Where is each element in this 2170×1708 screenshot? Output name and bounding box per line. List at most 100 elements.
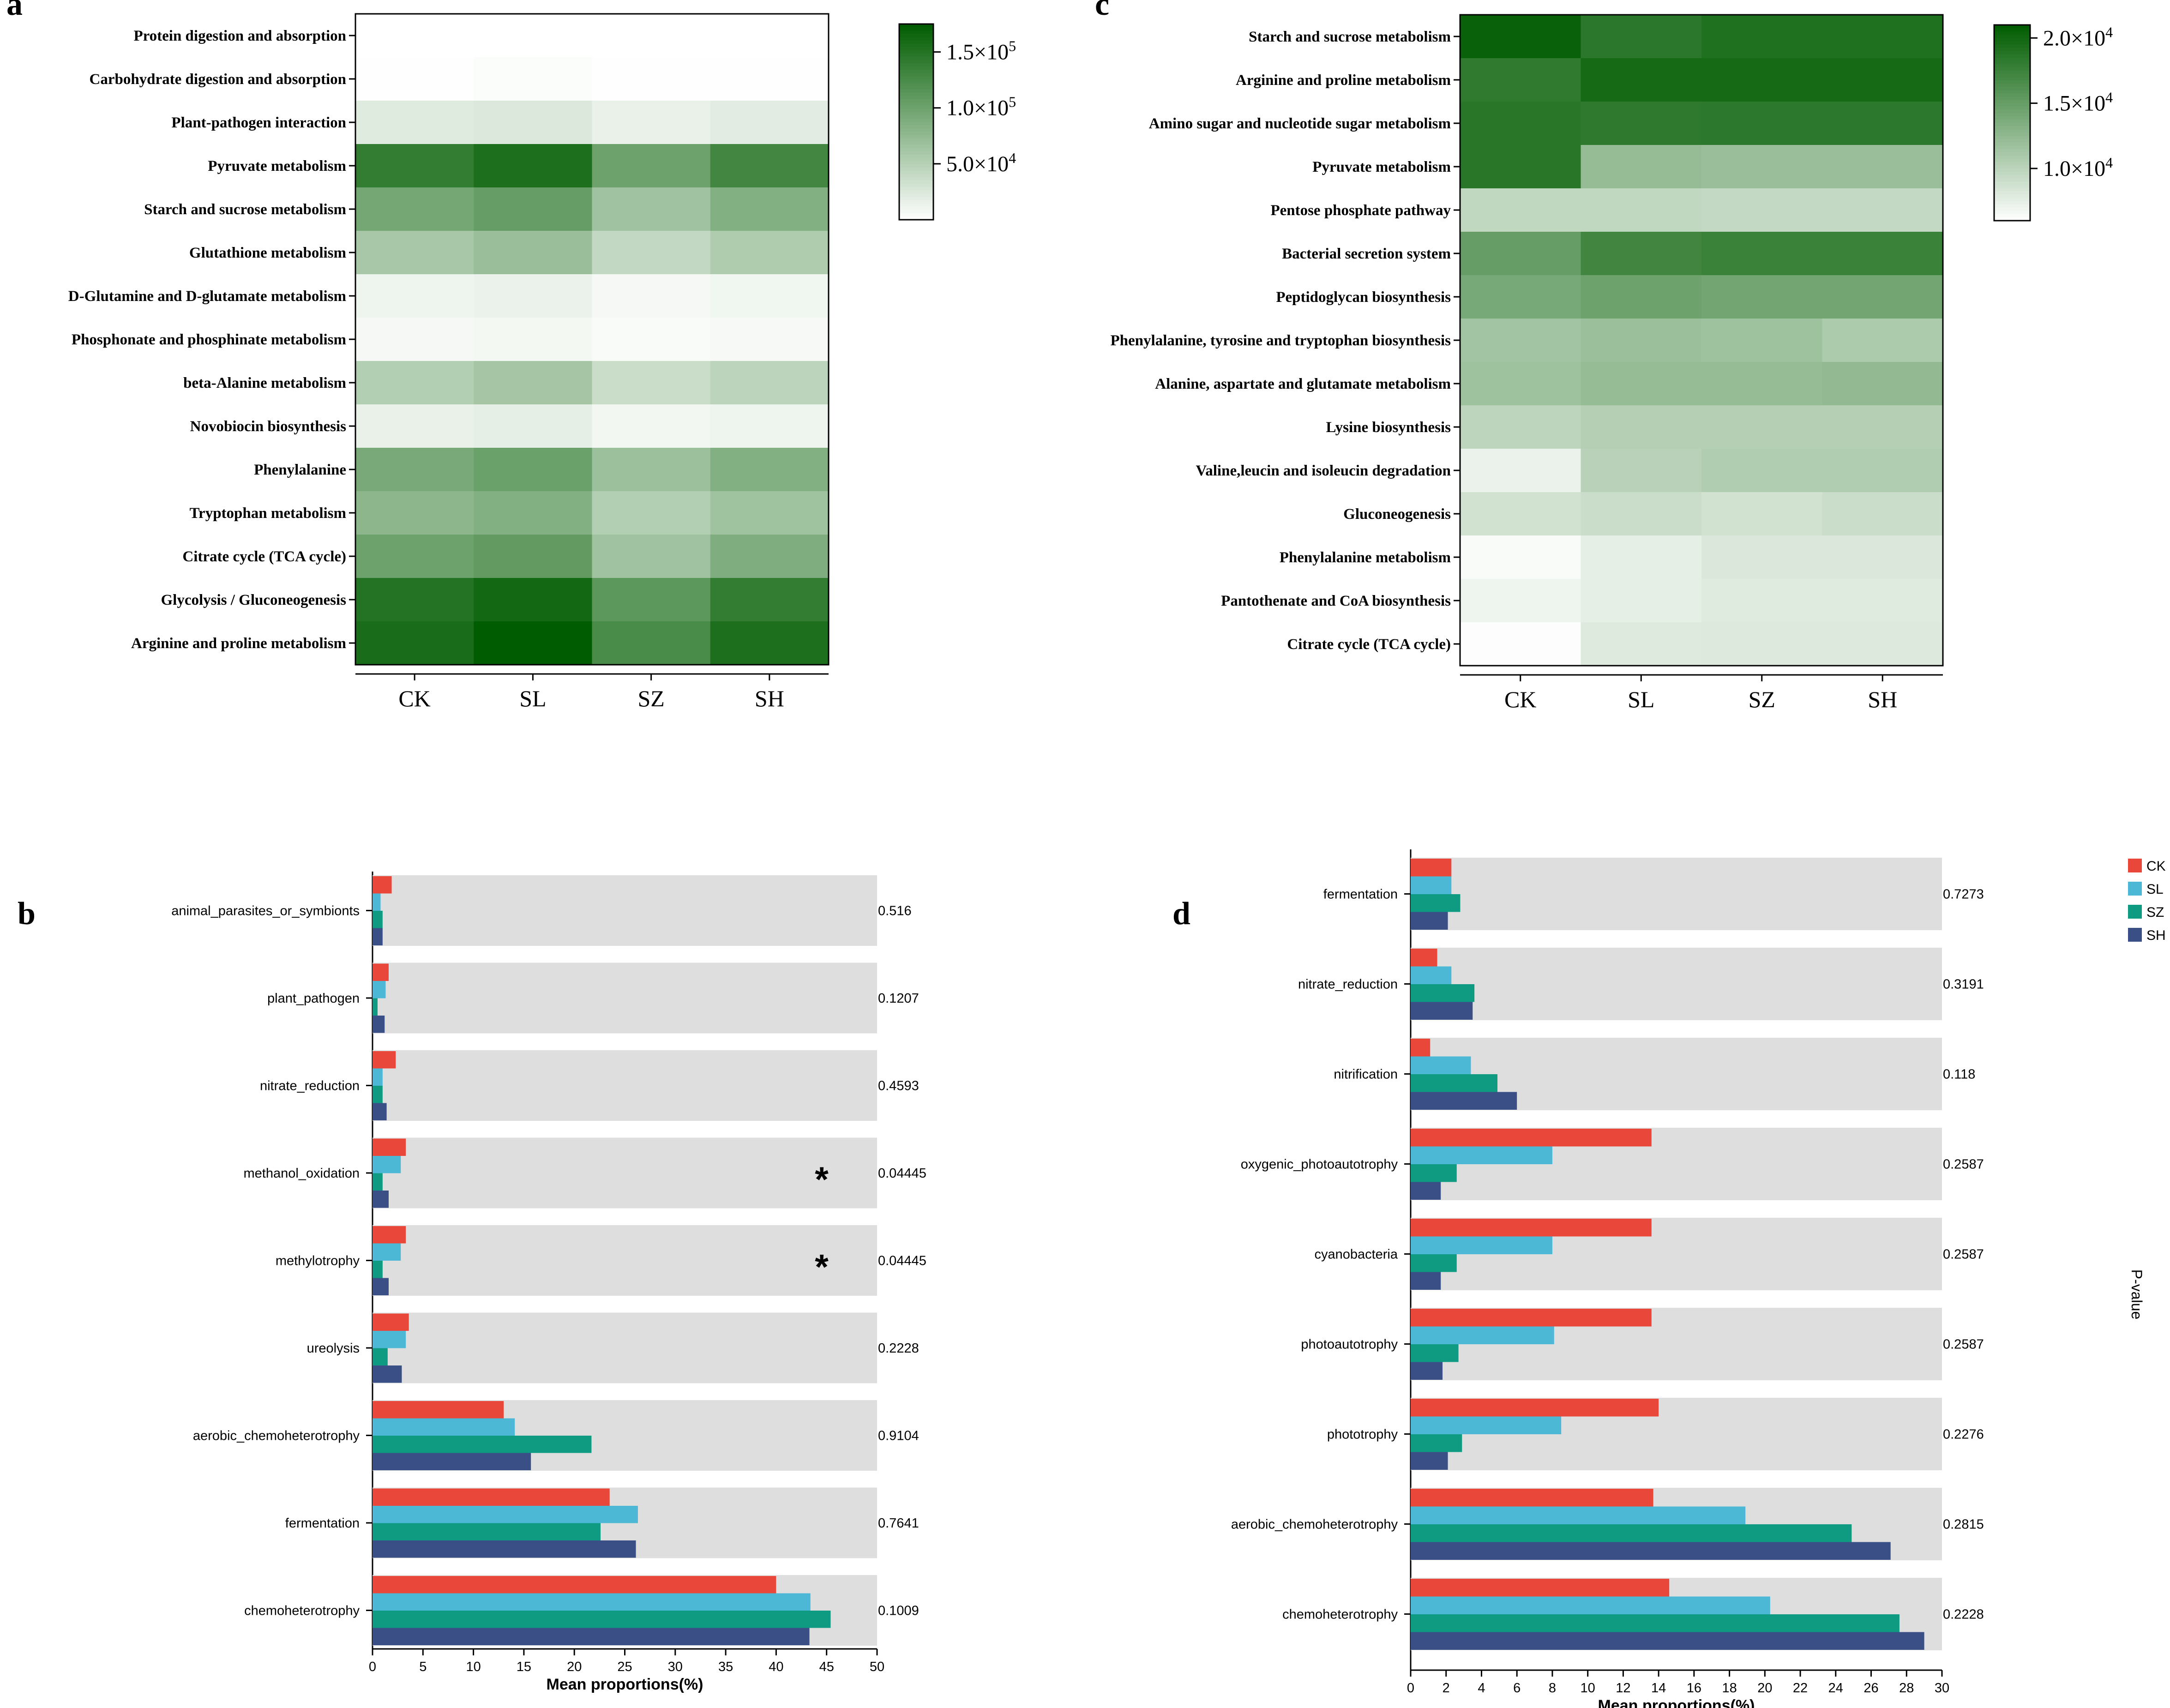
colorbar-tick-label-c-2: 2.0×104 xyxy=(2043,24,2113,50)
colorbar-step-c-28 xyxy=(1994,116,2030,120)
bar-b-ureolysis-sz xyxy=(373,1348,388,1366)
colorbar-tick-label-c-0: 1.0×104 xyxy=(2043,154,2113,181)
heat-cell-c-arginine-and-proline-metabolism-sh xyxy=(1822,58,1943,102)
heat-cell-c-peptidoglycan-biosynthesis-sz xyxy=(1701,275,1822,319)
colorbar-step-c-32 xyxy=(1994,129,2030,133)
row-label-c-phenylalanine-metabolism: Phenylalanine metabolism xyxy=(1280,549,1451,566)
colorbar-step-c-13 xyxy=(1994,67,2030,71)
x-tick-label-d-26: 26 xyxy=(1863,1681,1878,1696)
x-tick-label-d-2: 2 xyxy=(1443,1681,1450,1696)
heat-cell-a-protein-digestion-and-absorption-sh xyxy=(710,14,829,58)
panel-label-d: d xyxy=(1172,896,1190,932)
heat-cell-a-tryptophan-metabolism-sh xyxy=(710,491,829,535)
column-label-a-ck: CK xyxy=(398,686,430,711)
bar-d-chemoheterotrophy-sh xyxy=(1411,1632,1924,1650)
colorbar-mantissa-c-1: 1.5×10 xyxy=(2043,91,2105,116)
colorbar-step-c-56 xyxy=(1994,208,2030,211)
colorbar-step-c-38 xyxy=(1994,149,2030,153)
heat-cell-a-d-glutamine-and-d-glutamate-metabolism-sh xyxy=(710,274,829,318)
category-label-d-cyanobacteria: cyanobacteria xyxy=(1314,1247,1398,1262)
colorbar-step-a-20 xyxy=(899,89,933,93)
row-label-c-peptidoglycan-biosynthesis: Peptidoglycan biosynthesis xyxy=(1276,289,1451,306)
heat-cell-a-glycolysis-gluconeogenesis-sz xyxy=(592,578,711,622)
colorbar-step-a-7 xyxy=(899,47,933,50)
bar-b-methylotrophy-ck xyxy=(373,1226,406,1244)
panel-label-c: c xyxy=(1095,0,1109,22)
heat-cell-c-bacterial-secretion-system-ck xyxy=(1460,232,1581,276)
p-value-label-d-nitrification: 0.118 xyxy=(1943,1067,1975,1082)
bar-d-nitrate-reduction-ck xyxy=(1411,949,1437,967)
colorbar-step-a-18 xyxy=(899,83,933,86)
legend-swatch-sl xyxy=(2128,882,2142,896)
colorbar-step-a-19 xyxy=(899,86,933,90)
heat-cell-c-peptidoglycan-biosynthesis-sh xyxy=(1822,275,1943,319)
heat-cell-a-pyruvate-metabolism-sh xyxy=(710,144,829,188)
colorbar-step-c-35 xyxy=(1994,139,2030,143)
colorbar-step-c-29 xyxy=(1994,120,2030,123)
bar-d-fermentation-sh xyxy=(1411,912,1448,930)
heat-cell-a-phenylalanine-sl xyxy=(474,448,592,492)
colorbar-step-a-26 xyxy=(899,109,933,113)
colorbar-exponent-c-0: 4 xyxy=(2105,154,2113,171)
colorbar-tick-label-c-1: 1.5×104 xyxy=(2043,89,2113,116)
x-tick-label-b-20: 20 xyxy=(567,1660,582,1674)
p-value-label-b-methylotrophy: 0.04445 xyxy=(878,1254,926,1269)
bar-d-chemoheterotrophy-sz xyxy=(1411,1614,1900,1632)
column-label-c-sl: SL xyxy=(1628,686,1654,712)
bar-d-photoautotrophy-ck xyxy=(1411,1309,1652,1327)
colorbar-step-c-31 xyxy=(1994,126,2030,130)
row-label-c-phenylalanine-tyrosine-and-tryptophan-biosynthesis: Phenylalanine, tyrosine and tryptophan b… xyxy=(1111,332,1451,349)
heat-cell-a-phenylalanine-ck xyxy=(355,448,474,492)
colorbar-step-c-49 xyxy=(1994,185,2030,188)
heat-cell-a-citrate-cycle-tca-cycle-sl xyxy=(474,535,592,578)
bar-b-methylotrophy-sz xyxy=(373,1261,383,1278)
row-label-a-pyruvate-metabolism: Pyruvate metabolism xyxy=(208,158,346,174)
legend-label-sz: SZ xyxy=(2146,905,2164,920)
bar-d-nitrate-reduction-sl xyxy=(1411,967,1451,985)
row-label-c-valine-leucin-and-isoleucin-degradation: Valine,leucin and isoleucin degradation xyxy=(1196,463,1451,479)
bar-d-photoautotrophy-sz xyxy=(1411,1344,1459,1362)
heat-cell-c-amino-sugar-and-nucleotide-sugar-metabolism-ck xyxy=(1460,102,1581,145)
heat-cell-a-glycolysis-gluconeogenesis-sl xyxy=(474,578,592,622)
heat-cell-c-pantothenate-and-coa-biosynthesis-ck xyxy=(1460,579,1581,623)
bar-d-oxygenic-photoautotrophy-sz xyxy=(1411,1164,1457,1182)
bar-b-nitrate-reduction-sl xyxy=(373,1069,383,1086)
colorbar-step-c-57 xyxy=(1994,211,2030,215)
heat-cell-c-phenylalanine-metabolism-ck xyxy=(1460,535,1581,579)
bar-d-aerobic-chemoheterotrophy-sl xyxy=(1411,1507,1745,1525)
colorbar-step-c-6 xyxy=(1994,44,2030,48)
bar-d-phototrophy-ck xyxy=(1411,1399,1659,1417)
heat-cell-c-peptidoglycan-biosynthesis-sl xyxy=(1581,275,1702,319)
colorbar-step-a-25 xyxy=(899,106,933,109)
colorbar-exponent-c-1: 4 xyxy=(2105,89,2113,106)
row-label-c-starch-and-sucrose-metabolism: Starch and sucrose metabolism xyxy=(1249,29,1451,45)
heat-cell-c-alanine-aspartate-and-glutamate-metabolism-sh xyxy=(1822,362,1943,406)
colorbar-step-a-54 xyxy=(899,200,933,204)
colorbar-step-c-50 xyxy=(1994,188,2030,192)
heat-cell-c-starch-and-sucrose-metabolism-sh xyxy=(1822,15,1943,59)
colorbar-step-c-25 xyxy=(1994,107,2030,110)
x-tick-label-d-8: 8 xyxy=(1549,1681,1556,1696)
heat-cell-c-phenylalanine-tyrosine-and-tryptophan-biosynthesis-ck xyxy=(1460,319,1581,362)
heat-cell-c-starch-and-sucrose-metabolism-sl xyxy=(1581,15,1702,59)
heat-cell-c-phenylalanine-tyrosine-and-tryptophan-biosynthesis-sz xyxy=(1701,319,1822,362)
heat-cell-c-amino-sugar-and-nucleotide-sugar-metabolism-sl xyxy=(1581,102,1702,145)
category-label-b-plant-pathogen: plant_pathogen xyxy=(267,991,360,1006)
category-label-d-nitrate-reduction: nitrate_reduction xyxy=(1298,977,1398,992)
category-label-b-chemoheterotrophy: chemoheterotrophy xyxy=(244,1604,360,1618)
p-value-label-d-aerobic-chemoheterotrophy: 0.2815 xyxy=(1943,1517,1984,1532)
row-label-c-amino-sugar-and-nucleotide-sugar-metabolism: Amino sugar and nucleotide sugar metabol… xyxy=(1149,115,1451,132)
colorbar-step-c-10 xyxy=(1994,58,2030,61)
colorbar-step-a-5 xyxy=(899,40,933,44)
heat-cell-c-phenylalanine-tyrosine-and-tryptophan-biosynthesis-sl xyxy=(1581,319,1702,362)
bar-b-fermentation-sh xyxy=(373,1540,636,1558)
bar-d-photoautotrophy-sl xyxy=(1411,1327,1554,1345)
colorbar-step-a-36 xyxy=(899,141,933,145)
bar-d-nitrification-ck xyxy=(1411,1039,1430,1057)
row-label-a-carbohydrate-digestion-and-absorption: Carbohydrate digestion and absorption xyxy=(89,71,346,88)
colorbar-step-c-2 xyxy=(1994,31,2030,35)
row-label-a-arginine-and-proline-metabolism: Arginine and proline metabolism xyxy=(131,635,346,652)
bar-b-methanol-oxidation-ck xyxy=(373,1139,406,1156)
colorbar-step-c-48 xyxy=(1994,181,2030,185)
colorbar-step-a-28 xyxy=(899,115,933,119)
